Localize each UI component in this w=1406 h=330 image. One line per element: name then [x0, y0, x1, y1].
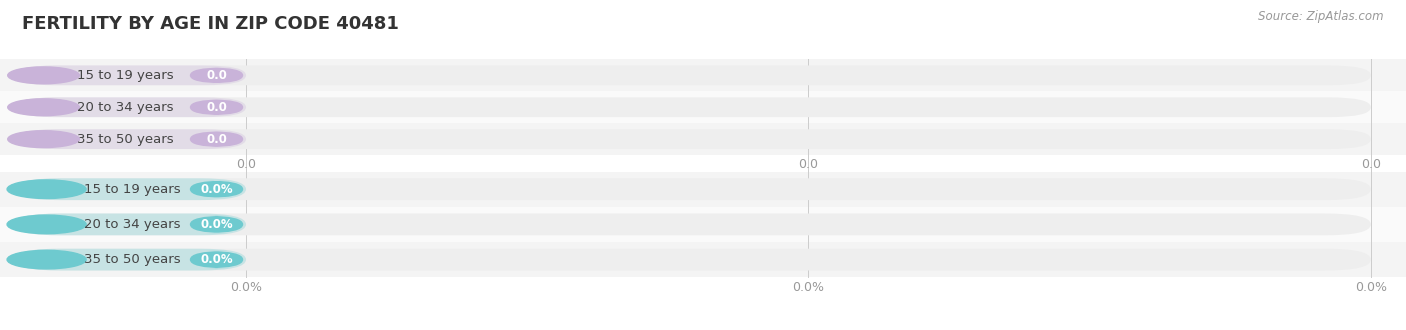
Text: 0.0%: 0.0%: [231, 280, 262, 294]
Text: 35 to 50 years: 35 to 50 years: [77, 133, 174, 146]
Text: FERTILITY BY AGE IN ZIP CODE 40481: FERTILITY BY AGE IN ZIP CODE 40481: [22, 15, 399, 33]
FancyBboxPatch shape: [14, 214, 1371, 235]
Text: 0.0%: 0.0%: [793, 280, 824, 294]
FancyBboxPatch shape: [190, 67, 243, 83]
FancyBboxPatch shape: [0, 123, 1406, 155]
FancyBboxPatch shape: [14, 249, 1371, 271]
Text: 0.0%: 0.0%: [200, 218, 233, 231]
Text: 15 to 19 years: 15 to 19 years: [84, 183, 180, 196]
FancyBboxPatch shape: [190, 131, 243, 147]
FancyBboxPatch shape: [14, 178, 246, 200]
Circle shape: [8, 131, 79, 148]
FancyBboxPatch shape: [14, 65, 246, 85]
FancyBboxPatch shape: [14, 178, 1371, 200]
Circle shape: [8, 99, 79, 116]
Text: 0.0: 0.0: [1361, 158, 1381, 172]
Text: 0.0%: 0.0%: [1355, 280, 1386, 294]
FancyBboxPatch shape: [14, 97, 246, 117]
FancyBboxPatch shape: [14, 214, 246, 235]
FancyBboxPatch shape: [14, 129, 246, 149]
FancyBboxPatch shape: [0, 59, 1406, 91]
FancyBboxPatch shape: [190, 251, 243, 268]
Circle shape: [7, 215, 86, 234]
Text: 0.0: 0.0: [207, 101, 226, 114]
FancyBboxPatch shape: [14, 129, 1371, 149]
Text: 0.0%: 0.0%: [200, 253, 233, 266]
FancyBboxPatch shape: [0, 172, 1406, 207]
Circle shape: [7, 180, 86, 198]
FancyBboxPatch shape: [0, 91, 1406, 123]
FancyBboxPatch shape: [14, 249, 246, 271]
Text: 20 to 34 years: 20 to 34 years: [77, 101, 174, 114]
Text: 0.0%: 0.0%: [200, 183, 233, 196]
Circle shape: [8, 67, 79, 84]
Text: 0.0: 0.0: [207, 69, 226, 82]
FancyBboxPatch shape: [190, 181, 243, 198]
Text: 20 to 34 years: 20 to 34 years: [84, 218, 180, 231]
FancyBboxPatch shape: [0, 242, 1406, 277]
Text: Source: ZipAtlas.com: Source: ZipAtlas.com: [1258, 10, 1384, 23]
FancyBboxPatch shape: [14, 97, 1371, 117]
FancyBboxPatch shape: [14, 65, 1371, 85]
Text: 0.0: 0.0: [799, 158, 818, 172]
FancyBboxPatch shape: [190, 216, 243, 233]
Text: 0.0: 0.0: [207, 133, 226, 146]
Circle shape: [7, 250, 86, 269]
FancyBboxPatch shape: [190, 99, 243, 115]
Text: 0.0: 0.0: [236, 158, 256, 172]
Text: 35 to 50 years: 35 to 50 years: [84, 253, 180, 266]
FancyBboxPatch shape: [0, 207, 1406, 242]
Text: 15 to 19 years: 15 to 19 years: [77, 69, 174, 82]
